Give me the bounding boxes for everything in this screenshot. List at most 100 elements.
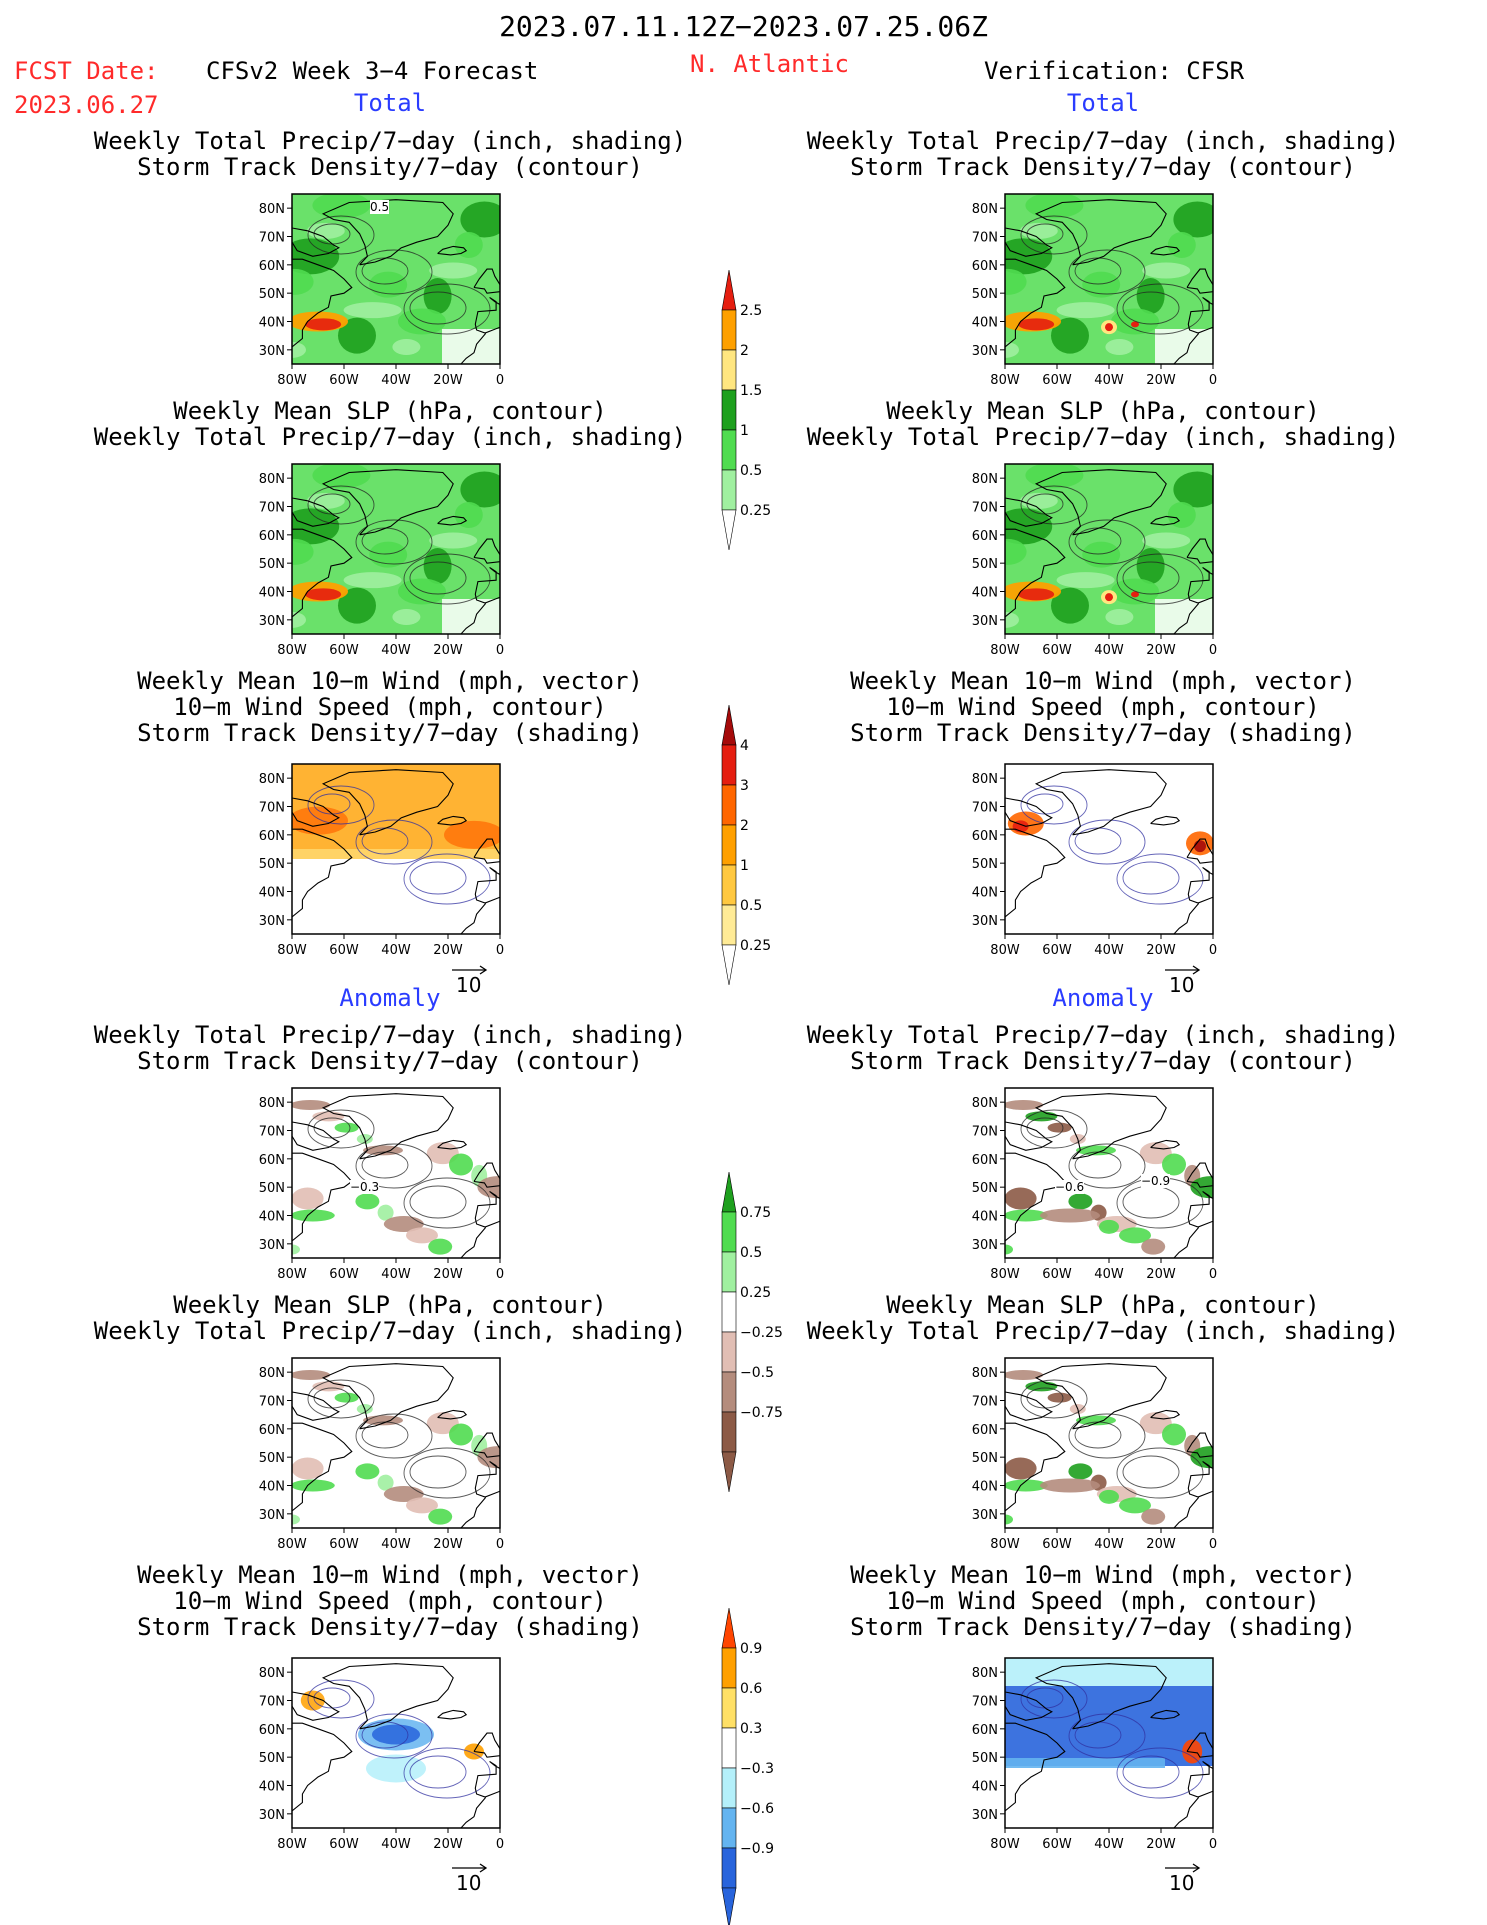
- lon-tick-label: 60W: [1042, 1537, 1072, 1552]
- panel-title-line: Weekly Total Precip/7−day (inch, shading…: [93, 1021, 687, 1049]
- lat-tick-label: 70N: [972, 1125, 998, 1140]
- vector-reference-arrow: [452, 965, 488, 975]
- panel-title-line: Weekly Mean 10−m Wind (mph, vector): [137, 667, 643, 695]
- lat-tick-label: 30N: [259, 1508, 285, 1523]
- lon-tick-label: 40W: [381, 643, 411, 658]
- map-panel: 80N 70N 60N 50N 40N 30N 80W 60W 40W 20W 0: [972, 763, 1217, 958]
- lon-tick-label: 20W: [433, 1537, 463, 1552]
- panel-title-line: Storm Track Density/7−day (shading): [137, 719, 643, 747]
- section-total-forecast: Total: [353, 89, 427, 117]
- lat-tick-label: 60N: [972, 829, 998, 844]
- lon-tick-label: 40W: [381, 1837, 411, 1852]
- lat-tick-label: 50N: [972, 287, 998, 302]
- lat-tick-label: 50N: [259, 287, 285, 302]
- vector-reference-label: 10: [1169, 973, 1195, 997]
- panel-title-line: Storm Track Density/7−day (contour): [137, 153, 643, 181]
- panel-title-line: Weekly Total Precip/7−day (inch, shading…: [93, 127, 687, 155]
- map-panel: 80N 70N 60N 50N 40N 30N 80W 60W 40W 20W 0: [972, 1357, 1217, 1552]
- colorbar-label: 2: [740, 818, 749, 834]
- lat-tick-label: 40N: [259, 316, 285, 331]
- lat-tick-label: 80N: [259, 772, 285, 787]
- lon-tick-label: 0: [496, 643, 504, 658]
- map-panel: 80N 70N 60N 50N 40N 30N 80W 60W 40W 20W 0: [972, 1087, 1217, 1282]
- panel-title-line: Weekly Total Precip/7−day (inch, shading…: [93, 1317, 687, 1345]
- lon-tick-label: 40W: [381, 1537, 411, 1552]
- panel-title-line: 10−m Wind Speed (mph, contour): [173, 693, 607, 721]
- lon-tick-label: 20W: [433, 643, 463, 658]
- colorbar-label: 1: [740, 423, 749, 439]
- lat-tick-label: 70N: [972, 1395, 998, 1410]
- colorbar-storm_anom: 0.9 0.6 0.3 −0.3 −0.6 −0.9: [721, 1607, 774, 1925]
- panel-title-line: Weekly Mean SLP (hPa, contour): [173, 397, 607, 425]
- lat-tick-label: 40N: [972, 316, 998, 331]
- lat-tick-label: 40N: [972, 886, 998, 901]
- panel-title-line: Storm Track Density/7−day (shading): [850, 719, 1356, 747]
- lat-tick-label: 40N: [972, 1480, 998, 1495]
- lat-tick-label: 30N: [972, 1508, 998, 1523]
- lat-tick-label: 80N: [972, 1366, 998, 1381]
- vector-reference-arrow: [1165, 1863, 1201, 1873]
- map-panel: 80N 70N 60N 50N 40N 30N 80W 60W 40W 20W 0: [259, 1657, 504, 1852]
- colorbar-label: −0.6: [740, 1801, 774, 1817]
- lon-tick-label: 60W: [329, 1267, 359, 1282]
- lat-tick-label: 80N: [259, 472, 285, 487]
- lat-tick-label: 30N: [972, 914, 998, 929]
- lat-tick-label: 60N: [259, 1423, 285, 1438]
- lat-tick-label: 40N: [259, 886, 285, 901]
- lat-tick-label: 80N: [259, 202, 285, 217]
- lat-tick-label: 50N: [259, 1451, 285, 1466]
- lat-tick-label: 80N: [972, 202, 998, 217]
- lon-tick-label: 40W: [1094, 1837, 1124, 1852]
- lon-tick-label: 0: [1209, 1837, 1217, 1852]
- fcst-date-value: 2023.06.27: [14, 91, 159, 119]
- lat-tick-label: 80N: [972, 772, 998, 787]
- lon-tick-label: 40W: [1094, 373, 1124, 388]
- lon-tick-label: 20W: [433, 943, 463, 958]
- lon-tick-label: 0: [1209, 373, 1217, 388]
- lon-tick-label: 80W: [277, 943, 307, 958]
- lon-tick-label: 60W: [329, 1837, 359, 1852]
- lat-tick-label: 40N: [259, 1210, 285, 1225]
- lat-tick-label: 80N: [972, 1666, 998, 1681]
- colorbar-label: 0.5: [740, 463, 762, 479]
- lat-tick-label: 60N: [972, 529, 998, 544]
- lon-tick-label: 40W: [381, 1267, 411, 1282]
- lon-tick-label: 0: [1209, 643, 1217, 658]
- lon-tick-label: 40W: [381, 373, 411, 388]
- colorbar-label: 0.25: [740, 503, 771, 519]
- lat-tick-label: 60N: [972, 1423, 998, 1438]
- panel-title-line: Storm Track Density/7−day (shading): [850, 1613, 1356, 1641]
- lon-tick-label: 80W: [990, 643, 1020, 658]
- panel-title-line: Weekly Total Precip/7−day (inch, shading…: [806, 1317, 1400, 1345]
- lat-tick-label: 60N: [972, 259, 998, 274]
- lat-tick-label: 70N: [972, 231, 998, 246]
- lat-tick-label: 80N: [259, 1096, 285, 1111]
- lon-tick-label: 60W: [1042, 1267, 1072, 1282]
- lat-tick-label: 70N: [259, 501, 285, 516]
- colorbar-label: −0.75: [740, 1405, 783, 1421]
- lon-tick-label: 20W: [1146, 1837, 1176, 1852]
- contour-label: −0.6: [1055, 1180, 1085, 1194]
- vector-reference-label: 10: [1169, 1871, 1195, 1895]
- lat-tick-label: 80N: [259, 1366, 285, 1381]
- lat-tick-label: 40N: [259, 586, 285, 601]
- lat-tick-label: 80N: [259, 1666, 285, 1681]
- lat-tick-label: 60N: [259, 259, 285, 274]
- lat-tick-label: 50N: [259, 857, 285, 872]
- lon-tick-label: 0: [496, 943, 504, 958]
- lon-tick-label: 80W: [990, 373, 1020, 388]
- lon-tick-label: 80W: [990, 943, 1020, 958]
- lat-tick-label: 40N: [972, 1210, 998, 1225]
- colorbar-label: 0.5: [740, 1245, 762, 1261]
- colorbar-label: 4: [740, 738, 749, 754]
- map-panel: 80N 70N 60N 50N 40N 30N 80W 60W 40W 20W 0: [972, 463, 1217, 658]
- panel-title-line: Storm Track Density/7−day (shading): [137, 1613, 643, 1641]
- panel-title-line: Weekly Mean SLP (hPa, contour): [173, 1291, 607, 1319]
- lat-tick-label: 30N: [259, 1808, 285, 1823]
- lat-tick-label: 70N: [972, 1695, 998, 1710]
- panel-title-line: Weekly Mean 10−m Wind (mph, vector): [850, 1561, 1356, 1589]
- lon-tick-label: 80W: [277, 373, 307, 388]
- lon-tick-label: 0: [496, 1267, 504, 1282]
- lon-tick-label: 20W: [1146, 643, 1176, 658]
- lon-tick-label: 80W: [990, 1837, 1020, 1852]
